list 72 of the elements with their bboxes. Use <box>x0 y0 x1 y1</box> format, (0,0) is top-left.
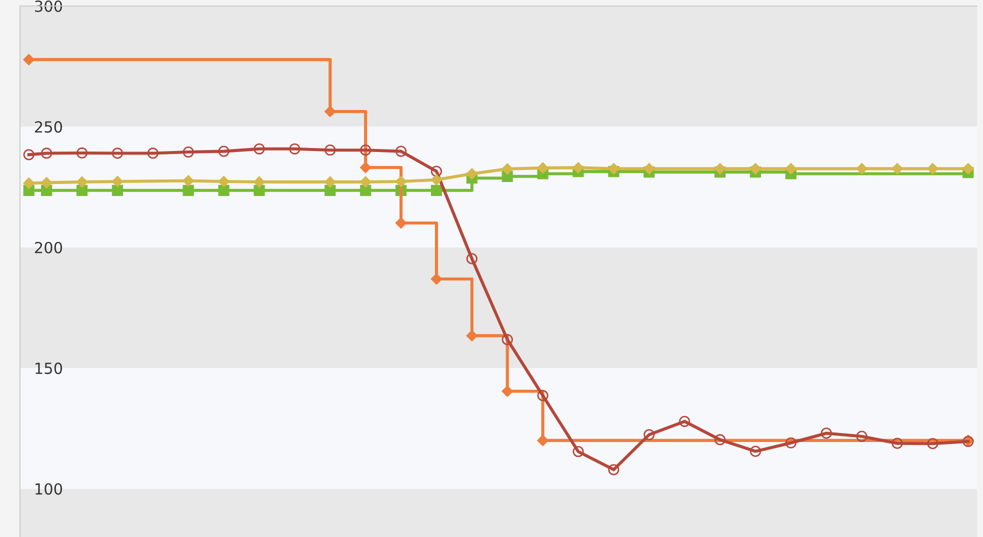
point <box>608 163 620 174</box>
point <box>289 143 300 154</box>
point <box>430 174 442 186</box>
point <box>679 416 690 427</box>
point <box>182 175 194 186</box>
point <box>41 148 52 159</box>
point <box>856 430 868 442</box>
point <box>785 163 797 174</box>
point <box>112 148 124 159</box>
point <box>927 438 938 450</box>
point <box>395 146 407 157</box>
point <box>856 163 868 174</box>
point <box>41 184 52 196</box>
point <box>962 163 974 174</box>
point <box>40 177 52 188</box>
point <box>324 106 336 118</box>
point <box>112 176 124 188</box>
point <box>147 148 158 159</box>
point <box>254 176 265 188</box>
point <box>324 144 336 156</box>
point <box>537 162 548 174</box>
point <box>112 184 124 196</box>
point <box>502 334 513 346</box>
point <box>254 143 265 154</box>
point <box>76 184 88 196</box>
point <box>430 184 442 196</box>
point <box>23 178 34 189</box>
point <box>360 144 372 156</box>
point <box>750 163 762 174</box>
point <box>608 464 620 476</box>
y-tick-label: 100 <box>36 483 62 495</box>
point <box>360 162 372 174</box>
point <box>714 163 726 174</box>
point <box>23 149 34 160</box>
point <box>430 166 442 177</box>
point <box>537 434 548 446</box>
point <box>502 163 513 175</box>
point <box>466 330 478 342</box>
point <box>360 184 372 196</box>
y-tick-label: 250 <box>35 121 62 133</box>
point <box>820 428 832 439</box>
point <box>360 176 372 188</box>
point <box>892 163 903 174</box>
point <box>537 390 548 402</box>
point <box>466 253 478 264</box>
point <box>714 434 726 446</box>
point <box>218 176 230 188</box>
point <box>23 54 34 66</box>
y-tick-label: 150 <box>36 362 62 374</box>
point <box>892 438 903 449</box>
point <box>502 386 513 397</box>
point <box>218 146 230 157</box>
point <box>324 176 336 188</box>
point <box>395 217 407 229</box>
point <box>750 446 762 457</box>
point <box>76 147 88 159</box>
point <box>572 446 584 458</box>
point <box>572 162 584 174</box>
point <box>466 168 478 180</box>
point <box>76 176 88 188</box>
y-tick-label: 200 <box>35 242 62 254</box>
point <box>927 163 938 174</box>
point <box>182 146 194 158</box>
point <box>218 184 230 196</box>
point <box>324 184 336 196</box>
point <box>254 184 265 196</box>
point <box>430 273 442 285</box>
point <box>644 163 655 174</box>
point <box>785 437 796 448</box>
point <box>395 176 407 188</box>
point <box>182 184 194 196</box>
point <box>644 429 655 440</box>
